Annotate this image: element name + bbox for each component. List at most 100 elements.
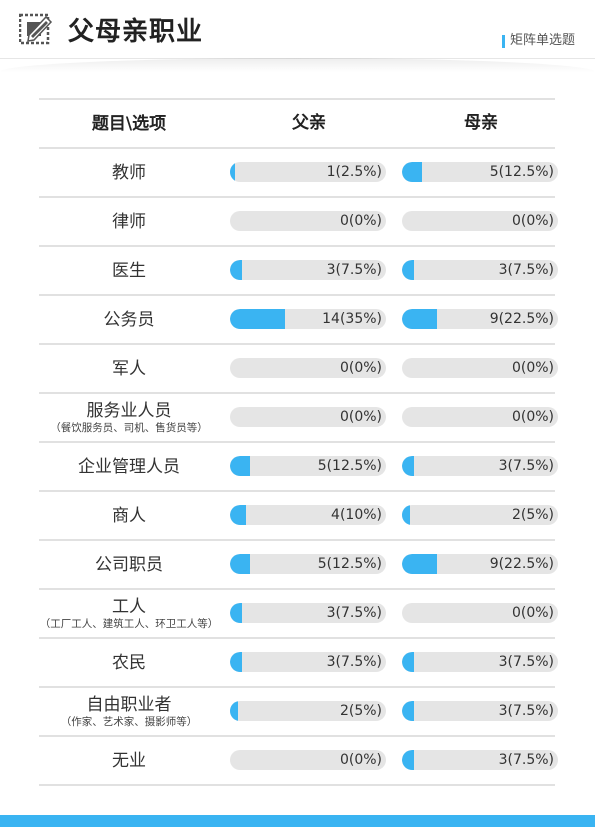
table-row: 自由职业者 （作家、艺术家、摄影师等） 2(5%) 3(7.5%) bbox=[39, 686, 558, 735]
row-label: 军人 bbox=[112, 358, 146, 379]
mother-bar-fill bbox=[402, 554, 438, 574]
father-value: 3(7.5%) bbox=[326, 605, 382, 621]
row-label-cell: 自由职业者 （作家、艺术家、摄影师等） bbox=[39, 688, 219, 735]
row-label-cell: 医生 bbox=[39, 247, 219, 294]
table-row: 工人 （工厂工人、建筑工人、环卫工人等） 3(7.5%) 0(0%) bbox=[39, 588, 558, 637]
father-value: 0(0%) bbox=[339, 752, 382, 768]
father-value: 14(35%) bbox=[322, 311, 382, 327]
table-row: 商人 4(10%) 2(5%) bbox=[39, 490, 558, 539]
mother-percentage-bar: 9(22.5%) bbox=[402, 309, 558, 329]
mother-percentage-bar: 0(0%) bbox=[402, 407, 558, 427]
page-title: 父母亲职业 bbox=[68, 17, 204, 47]
father-percentage-bar: 0(0%) bbox=[230, 211, 386, 231]
row-label-cell: 服务业人员 （餐饮服务员、司机、售货员等） bbox=[39, 394, 219, 441]
mother-percentage-bar: 3(7.5%) bbox=[402, 652, 558, 672]
father-value: 3(7.5%) bbox=[326, 262, 382, 278]
mother-value: 3(7.5%) bbox=[498, 262, 554, 278]
mother-percentage-bar: 0(0%) bbox=[402, 603, 558, 623]
mother-value: 2(5%) bbox=[511, 507, 554, 523]
row-label-cell: 企业管理人员 bbox=[39, 443, 219, 490]
table-row: 医生 3(7.5%) 3(7.5%) bbox=[39, 245, 558, 294]
father-bar-fill bbox=[230, 505, 246, 525]
table-row: 服务业人员 （餐饮服务员、司机、售货员等） 0(0%) 0(0%) bbox=[39, 392, 558, 441]
row-label-cell: 教师 bbox=[39, 149, 219, 196]
question-type-label: 矩阵单选题 bbox=[501, 32, 575, 50]
matrix-table: 题目\选项 父亲 母亲 教师 1(2.5%) 5(12.5%) 律师 0(0%) 0(0%… bbox=[39, 98, 558, 786]
mother-bar-fill bbox=[402, 652, 414, 672]
mother-value: 9(22.5%) bbox=[489, 311, 554, 327]
mother-bar-fill bbox=[402, 701, 414, 721]
row-label-cell: 商人 bbox=[39, 492, 219, 539]
mother-bar-fill bbox=[402, 456, 414, 476]
father-value: 0(0%) bbox=[339, 360, 382, 376]
father-percentage-bar: 5(12.5%) bbox=[230, 456, 386, 476]
mother-bar-fill bbox=[402, 309, 438, 329]
mother-percentage-bar: 0(0%) bbox=[402, 211, 558, 231]
father-value: 3(7.5%) bbox=[326, 654, 382, 670]
row-label: 自由职业者 bbox=[86, 694, 172, 715]
mother-percentage-bar: 3(7.5%) bbox=[402, 260, 558, 280]
row-label: 教师 bbox=[112, 162, 146, 183]
father-value: 4(10%) bbox=[331, 507, 382, 523]
row-label-cell: 工人 （工厂工人、建筑工人、环卫工人等） bbox=[39, 590, 219, 637]
mother-value: 0(0%) bbox=[511, 213, 554, 229]
father-percentage-bar: 1(2.5%) bbox=[230, 162, 386, 182]
table-row: 农民 3(7.5%) 3(7.5%) bbox=[39, 637, 558, 686]
table-row: 无业 0(0%) 3(7.5%) bbox=[39, 735, 558, 786]
mother-bar-fill bbox=[402, 162, 422, 182]
father-value: 5(12.5%) bbox=[317, 458, 382, 474]
table-row: 军人 0(0%) 0(0%) bbox=[39, 343, 558, 392]
table-row: 公务员 14(35%) 9(22.5%) bbox=[39, 294, 558, 343]
mother-bar-fill bbox=[402, 750, 414, 770]
mother-percentage-bar: 3(7.5%) bbox=[402, 750, 558, 770]
footer-bar bbox=[0, 815, 595, 827]
table-row: 律师 0(0%) 0(0%) bbox=[39, 196, 558, 245]
mother-percentage-bar: 0(0%) bbox=[402, 358, 558, 378]
mother-value: 3(7.5%) bbox=[498, 654, 554, 670]
father-percentage-bar: 0(0%) bbox=[230, 407, 386, 427]
father-value: 0(0%) bbox=[339, 409, 382, 425]
row-label: 商人 bbox=[112, 505, 146, 526]
mother-value: 3(7.5%) bbox=[498, 752, 554, 768]
header-cell-father: 父亲 bbox=[292, 113, 326, 133]
father-percentage-bar: 3(7.5%) bbox=[230, 603, 386, 623]
page-header: 父母亲职业 矩阵单选题 bbox=[0, 0, 595, 60]
header-divider bbox=[0, 58, 595, 59]
father-percentage-bar: 4(10%) bbox=[230, 505, 386, 525]
father-percentage-bar: 3(7.5%) bbox=[230, 260, 386, 280]
table-row: 教师 1(2.5%) 5(12.5%) bbox=[39, 147, 558, 196]
mother-value: 0(0%) bbox=[511, 605, 554, 621]
mother-value: 9(22.5%) bbox=[489, 556, 554, 572]
mother-percentage-bar: 9(22.5%) bbox=[402, 554, 558, 574]
row-label: 公务员 bbox=[103, 309, 155, 330]
row-label: 工人 bbox=[112, 596, 146, 617]
row-label-cell: 无业 bbox=[39, 737, 219, 784]
father-value: 5(12.5%) bbox=[317, 556, 382, 572]
mother-bar-fill bbox=[402, 505, 410, 525]
mother-percentage-bar: 3(7.5%) bbox=[402, 456, 558, 476]
row-label: 企业管理人员 bbox=[78, 456, 180, 477]
header-cell-mother: 母亲 bbox=[464, 113, 498, 133]
father-bar-fill bbox=[230, 701, 238, 721]
father-percentage-bar: 5(12.5%) bbox=[230, 554, 386, 574]
mother-percentage-bar: 3(7.5%) bbox=[402, 701, 558, 721]
table-row: 企业管理人员 5(12.5%) 3(7.5%) bbox=[39, 441, 558, 490]
row-sublabel: （作家、艺术家、摄影师等） bbox=[60, 715, 198, 728]
father-bar-fill bbox=[230, 603, 242, 623]
row-label: 公司职员 bbox=[95, 554, 163, 575]
mother-percentage-bar: 5(12.5%) bbox=[402, 162, 558, 182]
father-value: 2(5%) bbox=[339, 703, 382, 719]
father-value: 1(2.5%) bbox=[326, 164, 382, 180]
father-bar-fill bbox=[230, 260, 242, 280]
father-bar-fill bbox=[230, 554, 250, 574]
father-percentage-bar: 2(5%) bbox=[230, 701, 386, 721]
row-label: 服务业人员 bbox=[86, 400, 172, 421]
father-percentage-bar: 3(7.5%) bbox=[230, 652, 386, 672]
mother-value: 5(12.5%) bbox=[489, 164, 554, 180]
mother-value: 3(7.5%) bbox=[498, 458, 554, 474]
row-sublabel: （工厂工人、建筑工人、环卫工人等） bbox=[39, 617, 219, 630]
question-type-text: 矩阵单选题 bbox=[509, 33, 575, 48]
row-label: 无业 bbox=[112, 750, 146, 771]
mother-percentage-bar: 2(5%) bbox=[402, 505, 558, 525]
mother-bar-fill bbox=[402, 260, 414, 280]
